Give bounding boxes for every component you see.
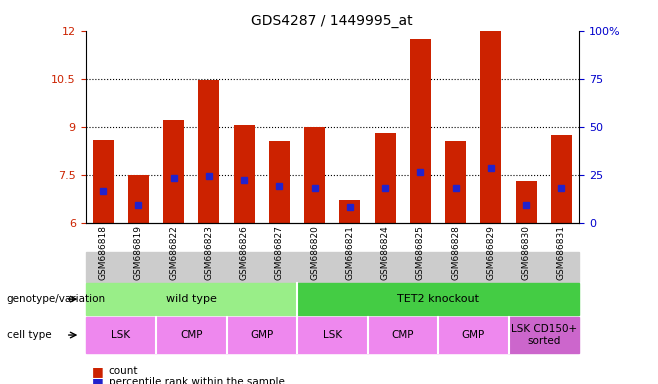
Text: TET2 knockout: TET2 knockout <box>397 294 479 304</box>
Bar <box>445 141 467 223</box>
Bar <box>340 200 361 223</box>
Title: GDS4287 / 1449995_at: GDS4287 / 1449995_at <box>251 14 413 28</box>
Bar <box>374 133 395 223</box>
Bar <box>269 141 290 223</box>
Text: CMP: CMP <box>180 330 203 340</box>
Text: ■: ■ <box>92 376 104 384</box>
Text: CMP: CMP <box>392 330 414 340</box>
Bar <box>480 31 501 223</box>
Text: count: count <box>109 366 138 376</box>
Bar <box>551 135 572 223</box>
Text: LSK: LSK <box>111 330 130 340</box>
Bar <box>304 127 325 223</box>
Text: LSK CD150+
sorted: LSK CD150+ sorted <box>511 324 577 346</box>
Text: ■: ■ <box>92 365 104 378</box>
Text: percentile rank within the sample: percentile rank within the sample <box>109 377 284 384</box>
Bar <box>163 120 184 223</box>
Text: genotype/variation: genotype/variation <box>7 294 106 304</box>
Bar <box>198 80 220 223</box>
Bar <box>516 181 537 223</box>
Text: LSK: LSK <box>322 330 342 340</box>
Text: cell type: cell type <box>7 330 51 340</box>
Text: GMP: GMP <box>250 330 274 340</box>
Text: wild type: wild type <box>166 294 216 304</box>
Bar <box>93 139 114 223</box>
Bar <box>128 175 149 223</box>
Bar <box>234 125 255 223</box>
Text: GMP: GMP <box>462 330 485 340</box>
Bar <box>410 39 431 223</box>
